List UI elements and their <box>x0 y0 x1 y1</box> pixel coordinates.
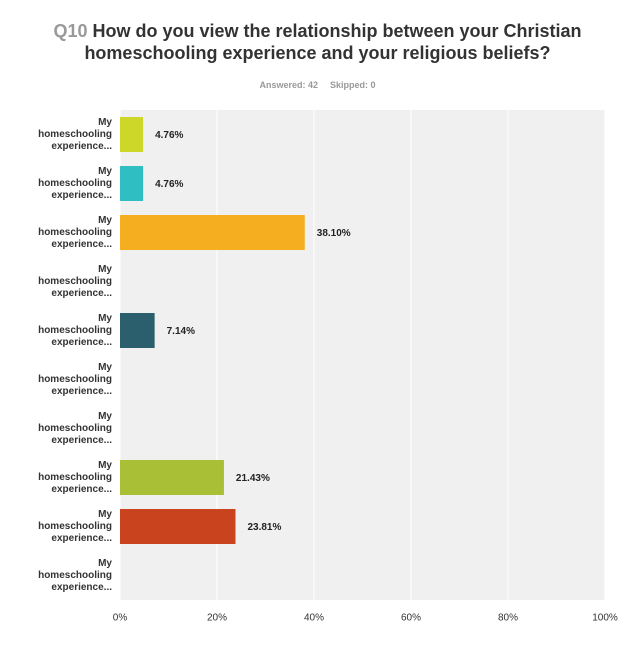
question-number: Q10 <box>53 21 88 41</box>
y-tick-label: My homeschooling experience... <box>38 214 112 250</box>
value-label: 7.14% <box>167 326 195 337</box>
bar <box>120 509 236 544</box>
y-tick-label: My homeschooling experience... <box>38 165 112 201</box>
skipped: Skipped: 0 <box>330 80 376 90</box>
x-tick-label: 80% <box>498 613 518 624</box>
y-tick-label: My homeschooling experience... <box>38 312 112 348</box>
value-label: 4.76% <box>155 179 183 190</box>
chart-title-block: Q10 How do you view the relationship bet… <box>20 20 615 64</box>
y-tick-label: My homeschooling experience... <box>38 557 112 593</box>
bar <box>120 117 144 152</box>
bar <box>120 313 155 348</box>
value-label: 21.43% <box>236 473 270 484</box>
x-tick-label: 40% <box>304 613 324 624</box>
y-tick-label: My homeschooling experience... <box>38 459 112 495</box>
y-tick-label: My homeschooling experience... <box>38 508 112 544</box>
y-tick-label: My homeschooling experience... <box>38 410 112 446</box>
value-label: 4.76% <box>155 130 183 141</box>
chart-title: How do you view the relationship between… <box>84 21 582 63</box>
value-label: 23.81% <box>247 522 281 533</box>
bar <box>120 460 224 495</box>
response-counts: Answered: 42 Skipped: 0 <box>0 80 635 90</box>
bar <box>120 166 144 201</box>
x-tick-label: 20% <box>207 613 227 624</box>
y-tick-label: My homeschooling experience... <box>38 263 112 299</box>
x-tick-label: 100% <box>592 613 618 624</box>
x-tick-label: 60% <box>401 613 421 624</box>
bar <box>120 215 305 250</box>
y-tick-label: My homeschooling experience... <box>38 361 112 397</box>
y-tick-label: My homeschooling experience... <box>38 116 112 152</box>
value-label: 38.10% <box>317 228 351 239</box>
x-tick-label: 0% <box>113 613 128 624</box>
answered: Answered: 42 <box>259 80 318 90</box>
